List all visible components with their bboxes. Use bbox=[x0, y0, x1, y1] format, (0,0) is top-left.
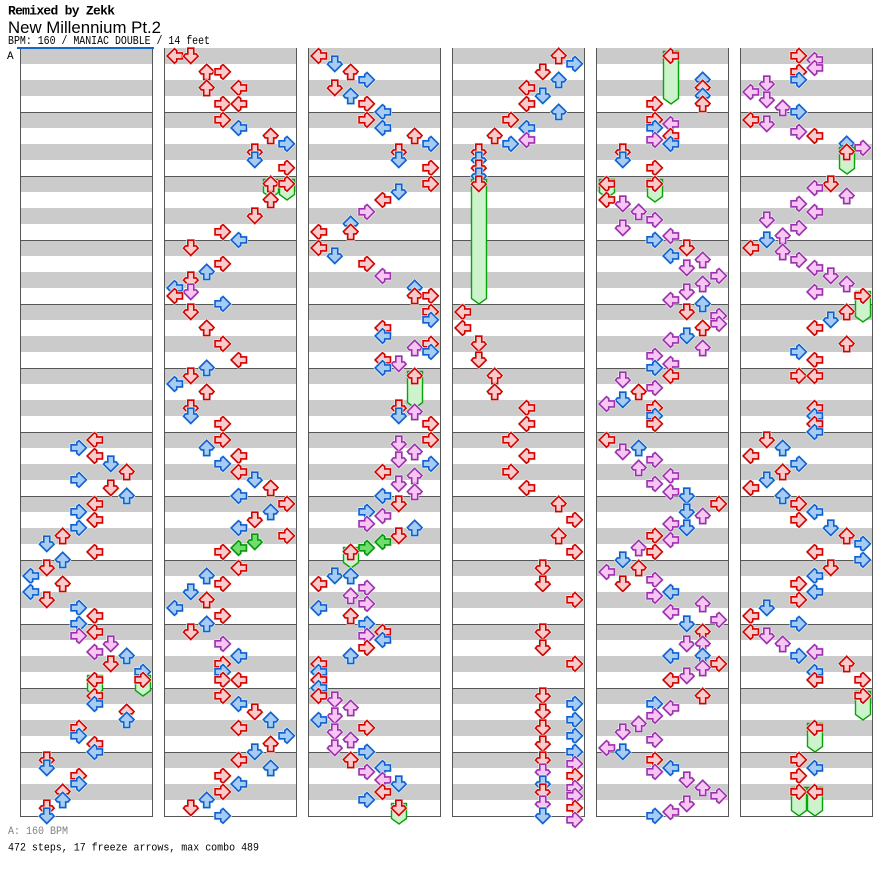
svg-text:Remixed by Zekk: Remixed by Zekk bbox=[8, 4, 115, 19]
svg-text:A: A bbox=[7, 51, 14, 63]
svg-text:BPM: 160 / MANIAC DOUBLE / 14: BPM: 160 / MANIAC DOUBLE / 14 feet bbox=[8, 35, 210, 48]
svg-text:A: 160 BPM: A: 160 BPM bbox=[8, 826, 68, 838]
svg-text:472 steps, 17 freeze arrows, m: 472 steps, 17 freeze arrows, max combo 4… bbox=[8, 843, 259, 855]
svg-text:New Millennium Pt.2: New Millennium Pt.2 bbox=[8, 19, 161, 37]
